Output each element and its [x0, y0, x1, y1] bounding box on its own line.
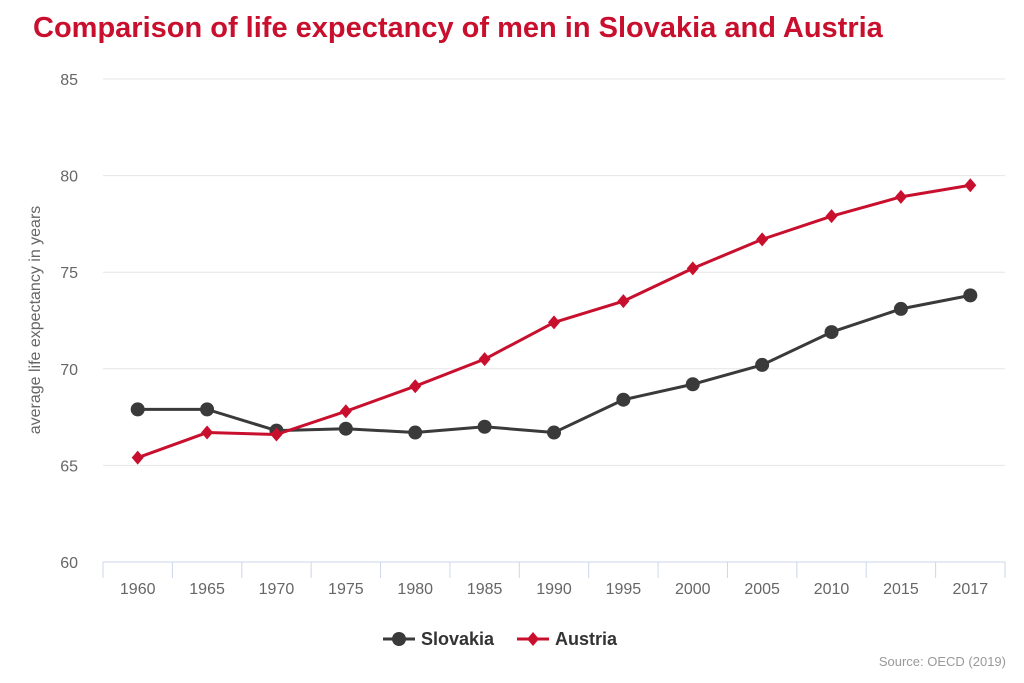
y-tick-label: 85	[60, 72, 78, 89]
y-tick-label: 60	[60, 555, 78, 572]
chart-title: Comparison of life expectancy of men in …	[33, 12, 883, 44]
slovakia-point	[616, 392, 631, 407]
x-tick-label: 2015	[883, 581, 919, 598]
x-tick-label: 1960	[120, 581, 156, 598]
slovakia-point	[338, 421, 353, 436]
x-tick-label: 1995	[606, 581, 642, 598]
austria-point	[825, 209, 838, 224]
slovakia-point	[755, 357, 770, 372]
austria-point	[686, 261, 699, 276]
legend-item-slovakia: Slovakia	[421, 629, 495, 649]
austria-point	[409, 379, 422, 394]
legend-item-austria: Austria	[555, 629, 618, 649]
austria-point	[270, 427, 283, 442]
x-tick-label: 1990	[536, 581, 572, 598]
slovakia-point	[963, 288, 978, 303]
austria-point	[617, 294, 630, 309]
austria-point	[964, 178, 977, 193]
x-tick-label: 1975	[328, 581, 364, 598]
y-tick-label: 80	[60, 169, 78, 186]
x-tick-label: 1965	[189, 581, 225, 598]
slovakia-point	[824, 325, 839, 340]
austria-point	[478, 352, 491, 367]
x-tick-label: 1985	[467, 581, 503, 598]
y-tick-label: 75	[60, 265, 78, 282]
austria-point	[201, 425, 214, 440]
legend-diamond-icon	[527, 632, 539, 646]
x-tick-label: 2005	[744, 581, 780, 598]
slovakia-point	[685, 377, 700, 392]
slovakia-point	[893, 301, 908, 316]
source-note: Source: OECD (2019)	[878, 654, 1006, 669]
slovakia-point	[130, 402, 145, 417]
slovakia-point	[477, 419, 492, 434]
y-axis-label: average life expectancy in years	[27, 206, 44, 435]
x-tick-label: 2010	[814, 581, 850, 598]
austria-point	[548, 315, 560, 330]
austria-point	[894, 189, 907, 204]
legend-circle-icon	[392, 632, 406, 646]
austria-point	[756, 232, 769, 247]
y-tick-label: 70	[60, 362, 78, 379]
x-tick-label: 1980	[397, 581, 433, 598]
x-tick-label: 2017	[953, 581, 989, 598]
austria-point	[339, 404, 352, 419]
slovakia-point	[547, 425, 561, 440]
x-tick-label: 1970	[259, 581, 295, 598]
austria-point	[131, 450, 144, 465]
y-tick-label: 65	[60, 458, 78, 475]
x-tick-label: 2000	[675, 581, 711, 598]
slovakia-point	[408, 425, 423, 440]
slovakia-point	[200, 402, 215, 417]
